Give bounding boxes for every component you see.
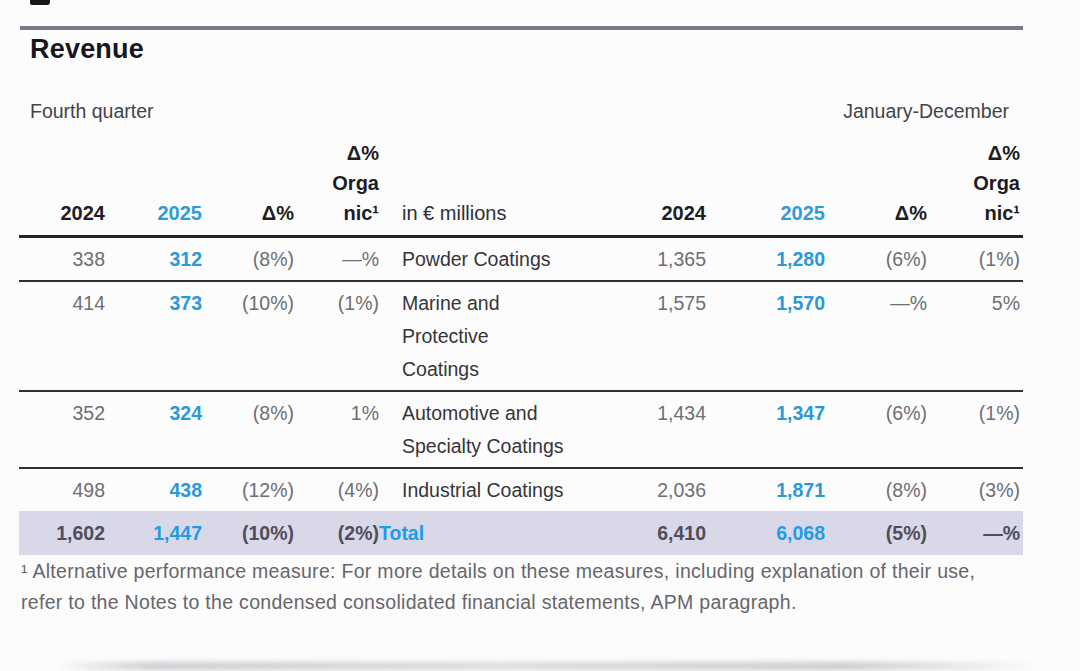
cell-fy-2024: 1,434 xyxy=(631,391,706,468)
cell-q4-delta: (8%) xyxy=(202,391,294,468)
cell-q4-organic: —% xyxy=(294,237,379,282)
header-q4-2024: 2024 xyxy=(19,138,105,237)
cell-fy-2024: 1,365 xyxy=(631,237,706,282)
cell-q4-2025: 373 xyxy=(105,281,202,391)
cell-q4-2024: 338 xyxy=(19,237,105,282)
header-fy-delta: Δ% xyxy=(825,138,927,237)
apm-footnote: ¹ Alternative performance measure: For m… xyxy=(21,556,1009,617)
cell-segment-name: Marine and Protective Coatings xyxy=(379,281,631,391)
header-fy-2024: 2024 xyxy=(631,138,706,237)
cell-fy-2025: 1,871 xyxy=(706,468,825,511)
cell-q4-2024: 414 xyxy=(19,281,105,391)
header-fy-2025: 2025 xyxy=(706,138,825,237)
top-divider-rule xyxy=(20,26,1023,30)
cell-q4-organic: 1% xyxy=(294,391,379,468)
cell-q4-2024: 498 xyxy=(19,468,105,511)
table-row-automotive-specialty-coatings: 352 324 (8%) 1% Automotive and Specialty… xyxy=(19,391,1023,468)
cell-q4-2024: 1,602 xyxy=(19,511,105,555)
cell-fy-delta: (8%) xyxy=(825,468,927,511)
cell-fy-organic: —% xyxy=(927,511,1023,555)
cell-segment-name: Industrial Coatings xyxy=(379,468,631,511)
table-row-industrial-coatings: 498 438 (12%) (4%) Industrial Coatings 2… xyxy=(19,468,1023,511)
cell-q4-2025: 1,447 xyxy=(105,511,202,555)
cell-fy-organic: (1%) xyxy=(927,391,1023,468)
header-q4-delta: Δ% xyxy=(202,138,294,237)
cell-segment-name: Automotive and Specialty Coatings xyxy=(379,391,631,468)
cell-q4-2025: 324 xyxy=(105,391,202,468)
period-labels-row: Fourth quarter January-December xyxy=(20,100,1023,123)
cell-q4-organic: (4%) xyxy=(294,468,379,511)
cell-fy-2024: 2,036 xyxy=(631,468,706,511)
page-title: Revenue xyxy=(30,34,144,65)
cell-segment-name: Powder Coatings xyxy=(379,237,631,282)
table-row-marine-protective-coatings: 414 373 (10%) (1%) Marine and Protective… xyxy=(19,281,1023,391)
cell-fy-delta: —% xyxy=(825,281,927,391)
cell-fy-delta: (6%) xyxy=(825,237,927,282)
cell-q4-2025: 312 xyxy=(105,237,202,282)
cell-fy-delta: (6%) xyxy=(825,391,927,468)
cell-fy-2025: 1,570 xyxy=(706,281,825,391)
cell-q4-delta: (8%) xyxy=(202,237,294,282)
header-fy-organic: Δ% Orga nic¹ xyxy=(927,138,1023,237)
cell-fy-organic: (3%) xyxy=(927,468,1023,511)
table-header-row: 2024 2025 Δ% Δ% Orga nic¹ in € millions … xyxy=(19,138,1023,237)
cell-fy-2025: 1,280 xyxy=(706,237,825,282)
cell-fy-organic: (1%) xyxy=(927,237,1023,282)
cell-fy-delta: (5%) xyxy=(825,511,927,555)
period-label-fullyear: January-December xyxy=(843,100,1009,123)
cell-fy-organic: 5% xyxy=(927,281,1023,391)
header-q4-2025: 2025 xyxy=(105,138,202,237)
header-q4-organic: Δ% Orga nic¹ xyxy=(294,138,379,237)
revenue-report-page: Revenue Fourth quarter January-December … xyxy=(0,0,1080,671)
cell-fy-2025: 1,347 xyxy=(706,391,825,468)
cell-q4-delta: (12%) xyxy=(202,468,294,511)
cell-fy-2024: 6,410 xyxy=(631,511,706,555)
period-label-quarter: Fourth quarter xyxy=(30,100,154,123)
cropped-text-fragment-top xyxy=(30,0,50,5)
cell-q4-2025: 438 xyxy=(105,468,202,511)
revenue-table: 2024 2025 Δ% Δ% Orga nic¹ in € millions … xyxy=(19,138,1023,555)
cell-q4-organic: (2%) xyxy=(294,511,379,555)
cell-q4-organic: (1%) xyxy=(294,281,379,391)
cell-fy-2025: 6,068 xyxy=(706,511,825,555)
cell-q4-2024: 352 xyxy=(19,391,105,468)
cell-fy-2024: 1,575 xyxy=(631,281,706,391)
cell-total-label: Total xyxy=(379,511,631,555)
cropped-content-bottom xyxy=(55,662,1040,670)
table-row-total: 1,602 1,447 (10%) (2%) Total 6,410 6,068… xyxy=(19,511,1023,555)
cell-q4-delta: (10%) xyxy=(202,511,294,555)
table-row-powder-coatings: 338 312 (8%) —% Powder Coatings 1,365 1,… xyxy=(19,237,1023,282)
header-unit-label: in € millions xyxy=(379,138,631,237)
cell-q4-delta: (10%) xyxy=(202,281,294,391)
